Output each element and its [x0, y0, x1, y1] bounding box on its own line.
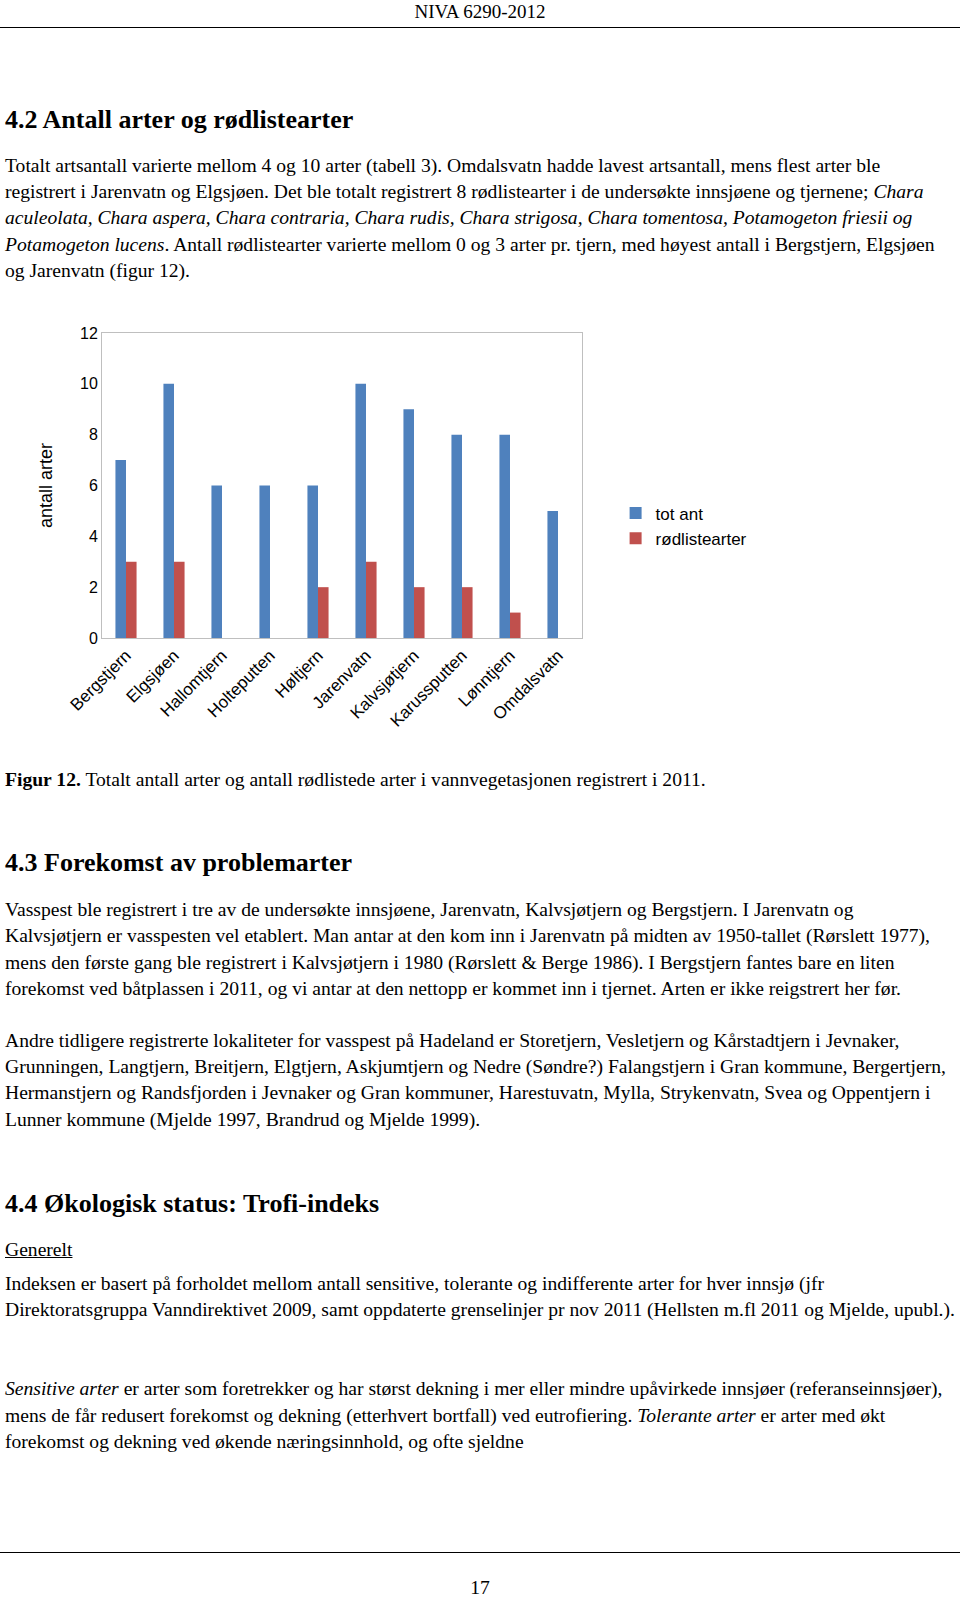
svg-text:Elgsjøen: Elgsjøen: [123, 646, 183, 706]
html-text:Vasspest ble registrert i tre: Vasspest ble registrert i tre av de unde…: [5, 899, 930, 999]
svg-text:tot ant: tot ant: [656, 505, 704, 524]
svg-text:antall arter: antall arter: [36, 443, 56, 528]
svg-text:0: 0: [89, 630, 98, 647]
svg-text:Hallomtjern: Hallomtjern: [157, 646, 231, 720]
svg-text:4: 4: [89, 528, 98, 545]
svg-text:12: 12: [80, 325, 98, 342]
svg-text:Omdalsvatn: Omdalsvatn: [489, 646, 567, 724]
svg-text:6: 6: [89, 477, 98, 494]
svg-text:8: 8: [89, 426, 98, 443]
svg-text:Høltjern: Høltjern: [271, 646, 327, 702]
svg-text:Karussputten: Karussputten: [387, 646, 471, 730]
html-text:Totalt artsantall varierte mel: Totalt artsantall varierte mellom 4 og 1…: [5, 155, 935, 281]
html-text:Sensitive arter er arter som f: Sensitive arter er arter som foretrekker…: [5, 1378, 943, 1452]
svg-text:Kalvsjøtjern: Kalvsjøtjern: [347, 646, 423, 722]
html-text:Figur 12. Totalt antall arter: Figur 12. Totalt antall arter og antall …: [5, 769, 706, 790]
html-text:Generelt: Generelt: [5, 1238, 73, 1260]
svg-text:Bergstjern: Bergstjern: [67, 646, 135, 714]
svg-text:Lønntjern: Lønntjern: [455, 646, 519, 710]
svg-text:rødlistearter: rødlistearter: [656, 530, 747, 549]
svg-text:2: 2: [89, 579, 98, 596]
html-text:NIVA 6290-2012: NIVA 6290-2012: [414, 1, 546, 22]
svg-text:10: 10: [80, 375, 98, 392]
html-text:Indeksen er basert på forholde: Indeksen er basert på forholdet mellom a…: [5, 1273, 955, 1321]
svg-text:Holteputten: Holteputten: [204, 646, 279, 721]
html-text:Andre tidligere registrerte lo: Andre tidligere registrerte lokaliteter …: [5, 1030, 946, 1130]
html-text:4.2 Antall arter og rødlistear: 4.2 Antall arter og rødlistearter: [5, 105, 354, 134]
svg-text:Jarenvatn: Jarenvatn: [309, 646, 375, 712]
html-text:4.4 Økologisk status: Trofi-in: 4.4 Økologisk status: Trofi-indeks: [5, 1188, 380, 1218]
html-text:17: 17: [470, 1577, 490, 1597]
html-text:4.3 Forekomst av problemarter: 4.3 Forekomst av problemarter: [5, 848, 353, 878]
